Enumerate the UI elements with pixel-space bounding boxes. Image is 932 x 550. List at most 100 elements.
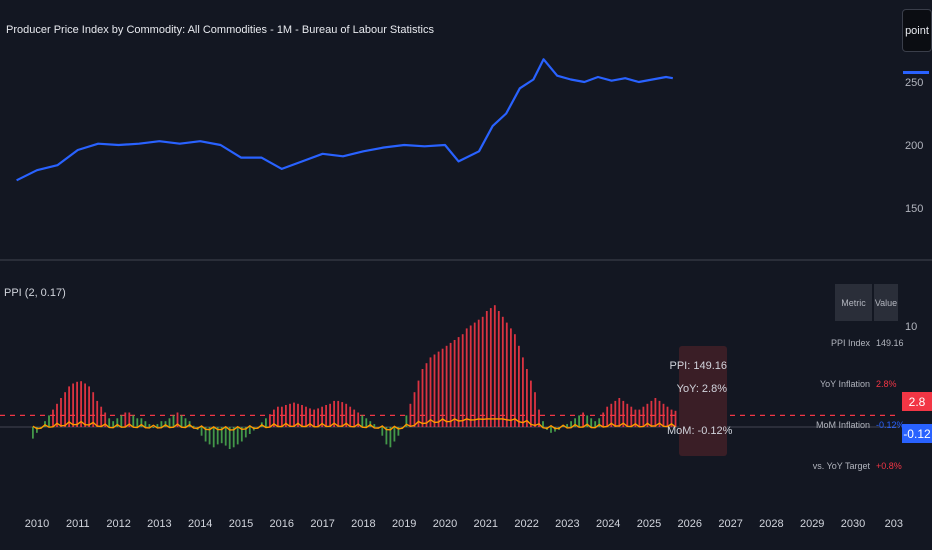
yoy-bar	[281, 406, 283, 427]
yoy-bar	[212, 427, 215, 448]
yoy-bar	[116, 418, 119, 427]
tooltip-ppi: PPI: 149.16	[669, 360, 728, 372]
yoy-bar	[397, 427, 400, 436]
yoy-bar	[421, 369, 424, 427]
yoy-bar	[305, 406, 307, 427]
yoy-bar	[192, 425, 195, 427]
yoy-bar	[208, 427, 211, 445]
time-axis-label-2025: 2025	[637, 518, 661, 530]
yoy-bar	[341, 402, 344, 427]
yoy-bar	[132, 415, 135, 427]
yoy-bar	[409, 403, 412, 427]
time-axis-label-2013: 2013	[147, 518, 171, 530]
yoy-bar	[309, 408, 311, 427]
yoy-bar	[493, 305, 496, 427]
yoy-bar	[658, 400, 661, 427]
yoy-bar	[317, 408, 319, 427]
yoy-bar	[176, 412, 179, 427]
yoy-bar	[530, 380, 532, 427]
yoy-bar	[216, 427, 219, 445]
yoy-bar	[220, 427, 223, 444]
time-axis-label-2027: 2027	[718, 518, 742, 530]
yoy-bar	[574, 418, 576, 427]
yoy-bar	[433, 354, 436, 427]
yoy-bar	[52, 409, 54, 427]
yoy-bar	[485, 311, 488, 427]
yoy-bar	[570, 421, 572, 427]
time-axis-label-2028: 2028	[759, 518, 783, 530]
yoy-bar	[405, 415, 408, 427]
yoy-bar	[654, 398, 657, 427]
yoy-bar	[313, 409, 315, 427]
yoy-bar	[301, 405, 303, 427]
yoy-bar	[425, 363, 428, 427]
yoy-bar	[321, 406, 323, 427]
yoy-bar	[674, 410, 677, 427]
yoy-bar	[277, 406, 279, 427]
yoy-bar	[232, 427, 235, 448]
yoy-bar	[361, 415, 364, 427]
table-label-mom: MoM Inflation	[815, 420, 870, 430]
yoy-bar	[437, 351, 440, 427]
yoy-bar	[285, 405, 287, 427]
table-label-target: vs. YoY Target	[812, 461, 870, 471]
yoy-bar	[582, 412, 584, 427]
yoy-bar	[100, 406, 103, 427]
time-axis-label-2026: 2026	[678, 518, 702, 530]
yoy-bar	[602, 412, 605, 427]
yoy-bar	[389, 427, 392, 448]
chart-title: Producer Price Index by Commodity: All C…	[6, 24, 434, 36]
yoy-bar	[297, 403, 299, 427]
yoy-bar	[554, 427, 556, 432]
yoy-bar	[32, 427, 34, 439]
yoy-bar	[228, 427, 231, 449]
yoy-bar	[353, 409, 356, 427]
yoy-bar	[542, 421, 544, 427]
yoy-bar	[497, 311, 500, 427]
yoy-bar	[240, 427, 243, 442]
yoy-bar	[345, 403, 348, 427]
yoy-bar	[269, 414, 271, 427]
yoy-bar	[96, 400, 99, 427]
yoy-bar	[469, 325, 472, 427]
yoy-bar	[642, 406, 645, 427]
price-axis-label-150: 150	[905, 203, 923, 215]
yoy-bar	[610, 403, 613, 427]
yoy-bar	[244, 427, 247, 438]
yoy-bar	[156, 424, 159, 427]
time-axis-label-2010: 2010	[25, 518, 49, 530]
tooltip-mom: MoM: -0.12%	[667, 425, 733, 437]
last-price-marker	[903, 71, 929, 74]
time-axis-label-2030: 2030	[841, 518, 865, 530]
time-axis-label-2023: 2023	[555, 518, 579, 530]
yoy-bar	[630, 406, 633, 427]
yoy-bar	[381, 427, 384, 436]
yoy-bar	[148, 424, 151, 427]
yoy-bar	[393, 427, 396, 442]
yoy-bar	[594, 421, 597, 427]
yoy-bar	[56, 403, 58, 427]
yoy-bar	[501, 316, 504, 427]
time-axis-label-2029: 2029	[800, 518, 824, 530]
yoy-bar	[329, 403, 331, 427]
yoy-bar	[265, 418, 267, 427]
yoy-bar	[453, 340, 456, 427]
yoy-bar	[92, 392, 95, 427]
yoy-bar	[200, 427, 203, 436]
yoy-bar	[449, 342, 452, 427]
yoy-bar	[333, 400, 335, 427]
time-axis-label-2020: 2020	[433, 518, 457, 530]
yoy-bar	[325, 405, 327, 427]
yoy-bar	[357, 412, 360, 427]
yoy-bar	[160, 421, 163, 427]
yoy-bar	[365, 418, 368, 427]
indicator-axis-label-10: 10	[905, 321, 917, 333]
yoy-bar	[236, 427, 239, 445]
yoy-bar	[445, 345, 448, 427]
time-axis-label-2019: 2019	[392, 518, 416, 530]
yoy-bar	[112, 421, 115, 427]
indicator-title: PPI (2, 0.17)	[4, 287, 66, 299]
yoy-bar	[481, 316, 484, 427]
yoy-bar	[514, 334, 516, 427]
